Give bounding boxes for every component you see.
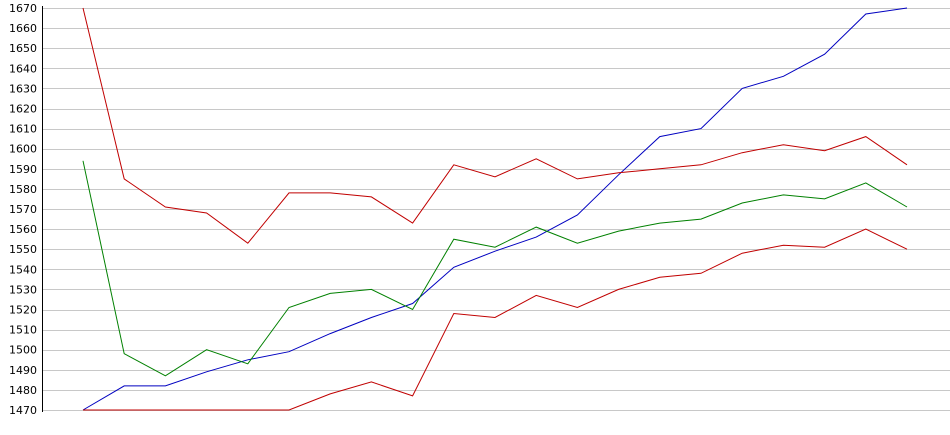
y-tick-label: 1510 bbox=[9, 324, 37, 337]
y-tick-label: 1580 bbox=[9, 183, 37, 196]
y-tick-label: 1520 bbox=[9, 304, 37, 317]
y-tick-label: 1640 bbox=[9, 62, 37, 75]
y-tick-label: 1650 bbox=[9, 42, 37, 55]
y-tick-label: 1590 bbox=[9, 163, 37, 176]
y-tick-label: 1610 bbox=[9, 123, 37, 136]
y-tick-label: 1600 bbox=[9, 143, 37, 156]
grid-lines bbox=[42, 8, 950, 411]
y-tick-label: 1500 bbox=[9, 344, 37, 357]
y-tick-label: 1620 bbox=[9, 103, 37, 116]
series-line-2 bbox=[82, 7, 908, 244]
y-tick-label: 1540 bbox=[9, 263, 37, 276]
y-tick-label: 1550 bbox=[9, 243, 37, 256]
y-tick-label: 1570 bbox=[9, 203, 37, 216]
y-tick-label: 1660 bbox=[9, 22, 37, 35]
y-tick-label: 1530 bbox=[9, 283, 37, 296]
y-tick-label: 1470 bbox=[9, 404, 37, 417]
y-tick-labels: 1470 1480 1490 1500 1510 1520 1530 1540 1550 1560… bbox=[9, 2, 37, 417]
y-tick-label: 1480 bbox=[9, 384, 37, 397]
y-tick-label: 1490 bbox=[9, 364, 37, 377]
series-line-1 bbox=[82, 7, 908, 411]
series-line-3 bbox=[82, 160, 908, 377]
y-tick-label: 1560 bbox=[9, 223, 37, 236]
series-line-4 bbox=[83, 228, 908, 411]
y-tick-label: 1630 bbox=[9, 82, 37, 95]
series-lines bbox=[82, 7, 908, 411]
y-tick-label: 1670 bbox=[9, 2, 37, 15]
